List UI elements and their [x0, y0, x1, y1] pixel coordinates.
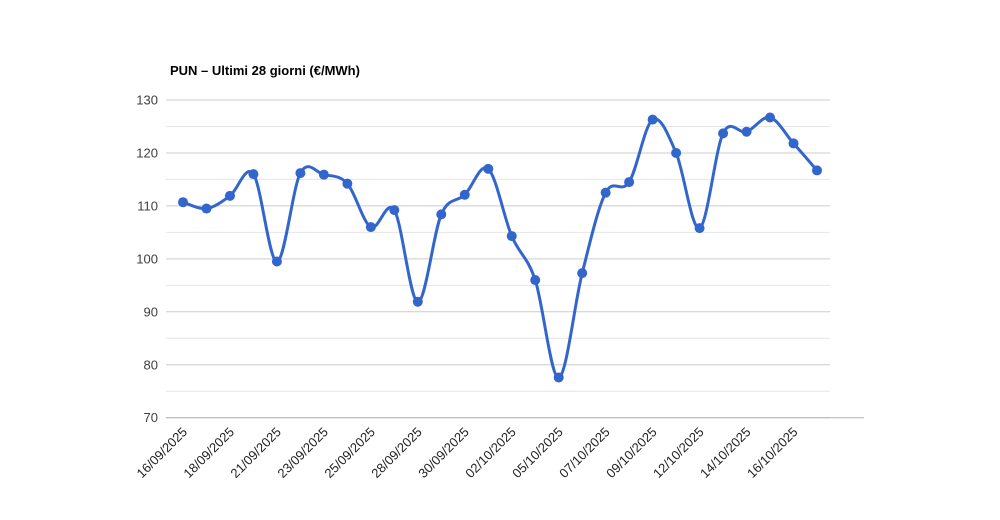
- y-tick-label: 80: [144, 357, 158, 372]
- data-point-marker: [788, 138, 799, 149]
- data-point-marker: [718, 128, 729, 139]
- data-point-marker: [624, 177, 635, 188]
- gridlines-minor: [166, 125, 830, 392]
- y-tick-label: 70: [144, 410, 158, 425]
- data-point-marker: [389, 205, 400, 216]
- series-line: [181, 115, 819, 379]
- y-tick-label: 130: [136, 93, 158, 108]
- y-tick-label: 90: [144, 304, 158, 319]
- data-point-marker: [647, 114, 658, 125]
- data-point-marker: [248, 169, 259, 180]
- chart-title: PUN – Ultimi 28 giorni (€/MWh): [170, 63, 360, 78]
- data-point-marker: [553, 372, 564, 383]
- y-tick-label: 110: [137, 198, 158, 213]
- data-point-marker: [412, 296, 423, 307]
- data-point-marker: [201, 203, 212, 214]
- data-point-marker: [342, 178, 353, 189]
- series-layer: [181, 115, 819, 379]
- data-point-marker: [765, 112, 776, 123]
- x-tick-label: 16/10/2025: [744, 424, 801, 481]
- data-point-marker: [178, 197, 188, 208]
- data-point-marker: [506, 231, 517, 242]
- gridlines-major: [166, 99, 830, 419]
- data-point-marker: [318, 169, 329, 180]
- data-point-marker: [530, 275, 541, 286]
- data-point-marker: [600, 187, 611, 198]
- data-point-marker: [365, 222, 376, 233]
- y-tick-label: 100: [136, 251, 158, 266]
- y-tick-label: 120: [136, 145, 158, 160]
- data-point-marker: [741, 126, 752, 137]
- y-axis-labels: 70 80 90 100 110 120 130: [136, 93, 158, 426]
- data-point-marker: [483, 163, 494, 174]
- data-point-marker: [436, 209, 447, 220]
- data-point-marker: [271, 256, 282, 267]
- marker-layer: [178, 112, 822, 383]
- data-point-marker: [459, 189, 470, 200]
- data-point-marker: [812, 165, 822, 176]
- data-point-marker: [295, 168, 306, 179]
- data-point-marker: [577, 268, 588, 279]
- x-axis-labels: 16/09/202518/09/202521/09/202523/09/2025…: [133, 424, 800, 481]
- data-point-marker: [694, 223, 705, 234]
- data-point-marker: [224, 190, 235, 201]
- data-point-marker: [671, 147, 682, 158]
